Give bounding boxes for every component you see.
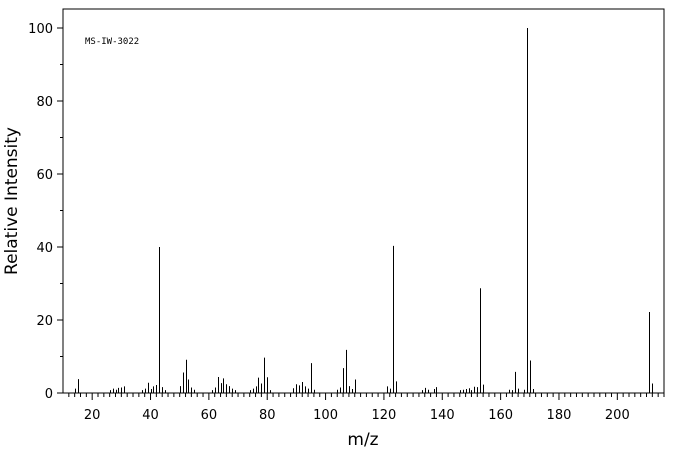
x-axis: 20 40 60 80 100 120 140 160 180 200	[68, 393, 665, 423]
x-tick-label: 100	[313, 408, 338, 423]
peak-series	[75, 28, 653, 393]
y-tick-label: 80	[36, 95, 53, 110]
x-tick-label: 80	[259, 408, 276, 423]
y-tick-label: 40	[36, 241, 53, 256]
x-tick-label: 180	[547, 408, 572, 423]
x-tick-label: 160	[488, 408, 513, 423]
x-tick-label: 40	[142, 408, 159, 423]
y-tick-label: 100	[28, 22, 53, 37]
x-tick-label: 60	[201, 408, 218, 423]
x-tick-label: 20	[84, 408, 101, 423]
x-tick-label: 200	[605, 408, 630, 423]
spectrum-id-annotation: MS-IW-3022	[85, 37, 139, 47]
y-axis: 0 20 40 60 80 100	[28, 22, 63, 402]
plot-frame	[62, 8, 665, 394]
x-tick-label: 140	[430, 408, 455, 423]
y-tick-label: 60	[36, 168, 53, 183]
x-axis-title: m/z	[347, 430, 378, 450]
y-axis-title: Relative Intensity	[2, 127, 22, 275]
y-tick-label: 0	[45, 387, 53, 402]
x-tick-label: 120	[372, 408, 397, 423]
y-tick-label: 20	[36, 314, 53, 329]
